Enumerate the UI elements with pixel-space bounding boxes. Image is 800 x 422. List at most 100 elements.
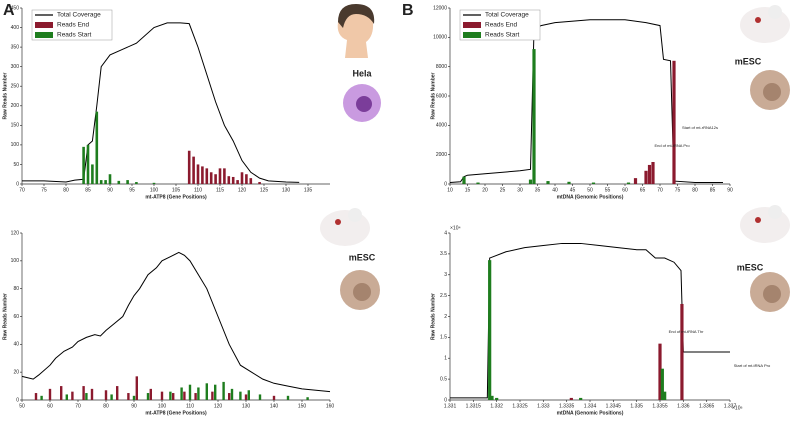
x-tick-label: 50	[587, 187, 593, 193]
bar	[188, 384, 192, 400]
x-tick-label: 60	[622, 187, 628, 193]
bar	[626, 182, 631, 184]
bar	[476, 182, 480, 184]
x-tick-label: 50	[19, 403, 25, 409]
coverage-line	[22, 22, 300, 183]
x-tick-label: 20	[482, 187, 488, 193]
x-tick-label: 65	[640, 187, 646, 193]
bar	[205, 383, 208, 400]
bar	[579, 397, 583, 400]
annotation: Start of mt-rRNA12s	[682, 125, 718, 130]
bar	[227, 176, 231, 184]
bar	[196, 164, 200, 184]
bar	[172, 393, 175, 400]
annotation: mESC	[349, 252, 376, 262]
y-multiplier: ×10⁴	[450, 225, 461, 231]
bar	[86, 144, 90, 184]
bar	[34, 393, 38, 400]
bar	[135, 376, 138, 400]
bar	[209, 172, 213, 184]
x-tick-label: 130	[282, 187, 291, 193]
bar	[222, 381, 225, 400]
x-tick-label: 120	[214, 403, 223, 409]
bar	[286, 395, 290, 400]
x-tick-label: 140	[270, 403, 279, 409]
x-tick-label: 100	[150, 187, 159, 193]
x-tick-label: 100	[158, 403, 167, 409]
bar	[528, 179, 533, 184]
y-tick-label: 120	[11, 230, 20, 236]
x-axis-label: mt-ATP8 (Gene Positions)	[145, 410, 207, 416]
legend-label: Reads End	[485, 22, 518, 29]
x-tick-label: 40	[552, 187, 558, 193]
y-tick-label: 3.5	[440, 251, 447, 257]
y-tick-label: 8000	[436, 64, 447, 70]
x-tick-label: 120	[238, 187, 247, 193]
bar	[306, 397, 309, 400]
bar	[201, 166, 204, 184]
bar	[187, 150, 191, 184]
bar	[65, 394, 68, 400]
bar	[660, 368, 664, 400]
y-tick-label: 150	[11, 123, 20, 129]
bar	[71, 391, 74, 400]
legend-label: Reads Start	[57, 32, 92, 39]
y-tick-label: 2.5	[440, 293, 447, 299]
y-tick-label: 0	[16, 181, 19, 187]
x-axis-label: mtDNA (Genomic Positions)	[557, 194, 624, 200]
bar	[258, 182, 261, 184]
y-tick-label: 100	[11, 258, 20, 264]
panel-label: B	[402, 2, 414, 19]
x-tick-label: 75	[675, 187, 681, 193]
x-tick-label: 15	[465, 187, 471, 193]
bar	[90, 388, 94, 400]
y-axis-label: Raw Reads Number	[2, 293, 8, 340]
x-tick-label: 1.337	[724, 403, 737, 409]
y-tick-label: 2000	[436, 152, 447, 158]
annotation: mESC	[737, 262, 764, 272]
bar	[194, 393, 197, 400]
bar	[532, 49, 536, 184]
bar	[82, 146, 85, 184]
coverage-line	[449, 19, 723, 184]
mouse-icon	[740, 205, 790, 243]
bar	[211, 391, 214, 400]
x-multiplier: ×10⁶	[732, 405, 743, 411]
annotation: Hela	[352, 68, 372, 78]
x-tick-label: 30	[517, 187, 523, 193]
x-tick-label: 1.3345	[606, 403, 622, 409]
bar	[663, 391, 667, 400]
bar	[104, 180, 107, 184]
x-axis-label: mtDNA (Genomic Positions)	[557, 410, 624, 416]
bar	[272, 395, 276, 400]
bar	[214, 174, 217, 184]
bar	[244, 394, 248, 400]
y-tick-label: 100	[11, 142, 20, 148]
bar	[104, 390, 108, 400]
bar	[651, 162, 655, 184]
bar	[117, 180, 121, 184]
y-tick-label: 50	[13, 162, 19, 168]
y-tick-label: 20	[13, 369, 19, 375]
bar	[231, 176, 235, 184]
bar	[60, 386, 63, 400]
x-tick-label: 1.3365	[699, 403, 715, 409]
bar	[192, 156, 195, 184]
x-axis-label: mt-ATP8 (Gene Positions)	[145, 194, 207, 200]
mesc-nucleus-icon	[763, 83, 781, 101]
y-tick-label: 6000	[436, 93, 447, 99]
bar	[462, 176, 466, 184]
x-tick-label: 1.335	[630, 403, 643, 409]
x-tick-label: 1.3355	[652, 403, 668, 409]
bar	[567, 181, 571, 184]
bar	[82, 386, 85, 400]
bar	[126, 180, 129, 184]
coverage-line	[21, 251, 331, 393]
bar	[680, 303, 684, 400]
bar	[223, 168, 226, 184]
y-tick-label: 1.5	[440, 335, 447, 341]
bar	[91, 164, 94, 184]
y-tick-label: 12000	[433, 5, 447, 11]
bar	[135, 182, 138, 184]
